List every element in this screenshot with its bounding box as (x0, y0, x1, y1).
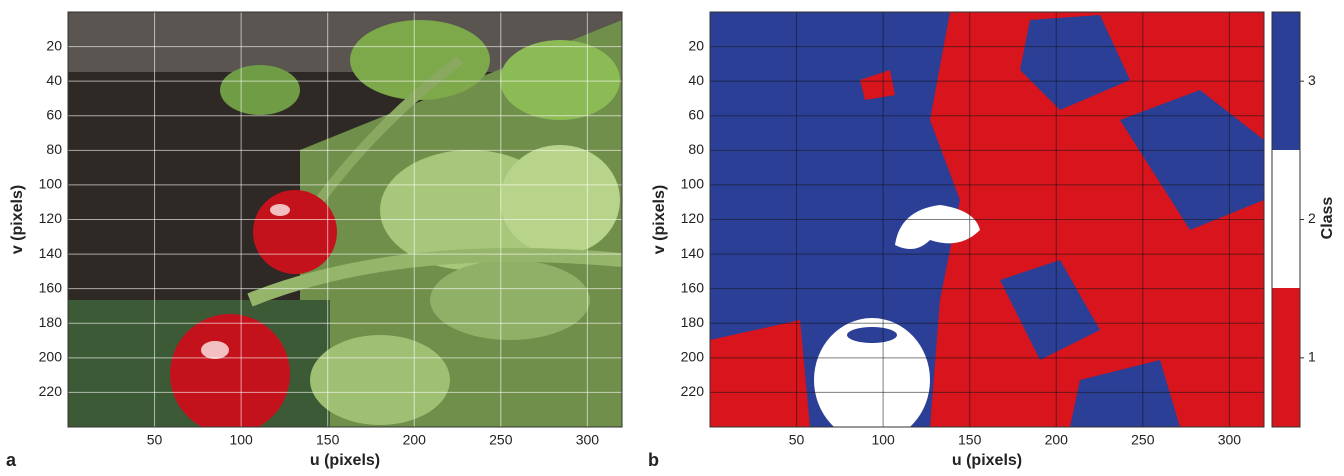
y-tick-label: 100 (39, 176, 63, 192)
colorbar (1272, 12, 1300, 427)
y-tick-label: 120 (39, 210, 63, 226)
y-tick-label: 80 (46, 141, 62, 157)
colorbar-tick-label: 1 (1308, 349, 1316, 365)
y-tick-label: 60 (688, 106, 704, 122)
class-map (710, 12, 1264, 442)
y-tick-label: 220 (681, 383, 705, 399)
colorbar-segment (1272, 288, 1300, 427)
y-tick-label: 180 (39, 314, 63, 330)
colorbar-segment (1272, 150, 1300, 288)
y-tick-label: 80 (688, 141, 704, 157)
y-tick-label: 60 (46, 106, 62, 122)
x-tick-label: 300 (576, 432, 600, 448)
y-tick-label: 220 (39, 383, 63, 399)
colorbar-segment (1272, 12, 1300, 150)
y-tick-label: 40 (46, 72, 62, 88)
y-tick-label: 40 (688, 72, 704, 88)
colorbar-tick-label: 2 (1308, 210, 1316, 226)
x-tick-label: 50 (789, 432, 805, 448)
x-tick-label: 100 (871, 432, 895, 448)
x-tick-label: 250 (489, 432, 513, 448)
x-tick-label: 200 (403, 432, 427, 448)
x-tick-label: 300 (1218, 432, 1242, 448)
photo (68, 12, 622, 434)
y-tick-label: 160 (39, 279, 63, 295)
y-tick-label: 20 (688, 37, 704, 53)
x-tick-label: 100 (229, 432, 253, 448)
y-tick-label: 200 (681, 349, 705, 365)
y-axis-label: v (pixels) (9, 185, 26, 254)
x-axis-label: u (pixels) (952, 452, 1022, 469)
x-tick-label: 200 (1045, 432, 1069, 448)
panel-label: a (6, 450, 17, 470)
y-tick-label: 180 (681, 314, 705, 330)
colorbar-tick-label: 3 (1308, 72, 1316, 88)
y-tick-label: 140 (39, 245, 63, 261)
y-tick-label: 120 (681, 210, 705, 226)
colorbar-label: Class (1319, 197, 1336, 240)
y-tick-label: 20 (46, 37, 62, 53)
x-tick-label: 150 (958, 432, 982, 448)
x-axis-label: u (pixels) (310, 452, 380, 469)
y-tick-label: 140 (681, 245, 705, 261)
panel-label: b (648, 450, 659, 470)
y-axis-label: v (pixels) (651, 185, 668, 254)
y-tick-label: 200 (39, 349, 63, 365)
x-tick-label: 50 (147, 432, 163, 448)
figure: Class 5010015020025030020406080100120140… (0, 0, 1344, 471)
y-tick-label: 100 (681, 176, 705, 192)
x-tick-label: 150 (316, 432, 340, 448)
x-tick-label: 250 (1131, 432, 1155, 448)
y-tick-label: 160 (681, 279, 705, 295)
